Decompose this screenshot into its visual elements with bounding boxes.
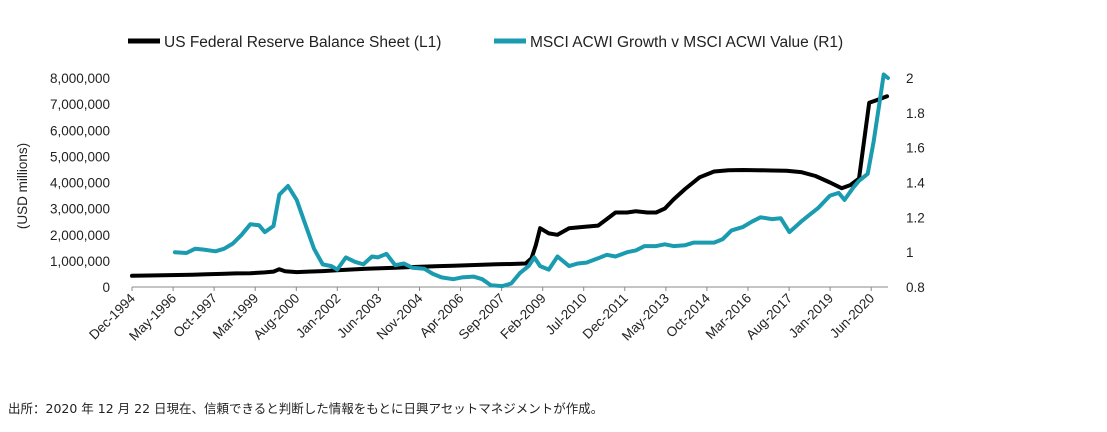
left-tick-label: 8,000,000 (50, 71, 110, 86)
chart: US Federal Reserve Balance Sheet (L1) MS… (15, 34, 925, 344)
right-tick-label: 1.8 (906, 106, 925, 121)
right-axis: 2 1.8 1.6 1.4 1.2 1 0.8 (906, 71, 925, 295)
left-axis: 8,000,000 7,000,000 6,000,000 5,000,000 4,00… (50, 71, 110, 295)
right-tick-label: 1.2 (906, 210, 925, 225)
right-tick-label: 1.6 (906, 141, 925, 156)
x-tick-label: Nov-2004 (374, 290, 426, 342)
right-tick-label: 1 (906, 245, 914, 260)
right-tick-label: 2 (906, 71, 914, 86)
left-tick-label: 0 (102, 280, 110, 295)
fed-balance-sheet-line (130, 94, 890, 278)
source-note: 出所：2020 年 12 月 22 日現在、信頼できると判断した情報をもとに日興… (8, 401, 604, 416)
legend-label-fed-balance-sheet: US Federal Reserve Balance Sheet (L1) (164, 34, 441, 51)
left-tick-label: 2,000,000 (50, 228, 110, 243)
left-tick-label: 5,000,000 (50, 149, 110, 164)
x-tick-label: Feb-2009 (497, 291, 548, 342)
right-tick-label: 0.8 (906, 280, 925, 295)
x-tick-label: Jun-2020 (827, 291, 877, 341)
left-axis-label: (USD millions) (15, 143, 30, 229)
left-tick-label: 7,000,000 (50, 97, 110, 112)
left-tick-label: 1,000,000 (50, 254, 110, 269)
right-tick-label: 1.4 (906, 176, 925, 191)
left-tick-label: 4,000,000 (50, 176, 110, 191)
legend: US Federal Reserve Balance Sheet (L1) MS… (128, 34, 843, 51)
left-tick-label: 6,000,000 (50, 123, 110, 138)
legend-label-growth-v-value: MSCI ACWI Growth v MSCI ACWI Value (R1) (530, 34, 843, 51)
x-axis: Dec-1994May-1996Oct-1997Mar-1999Aug-2000… (86, 287, 877, 344)
left-tick-label: 3,000,000 (50, 202, 110, 217)
growth-v-value-line (172, 72, 890, 289)
plot-area (130, 72, 890, 289)
